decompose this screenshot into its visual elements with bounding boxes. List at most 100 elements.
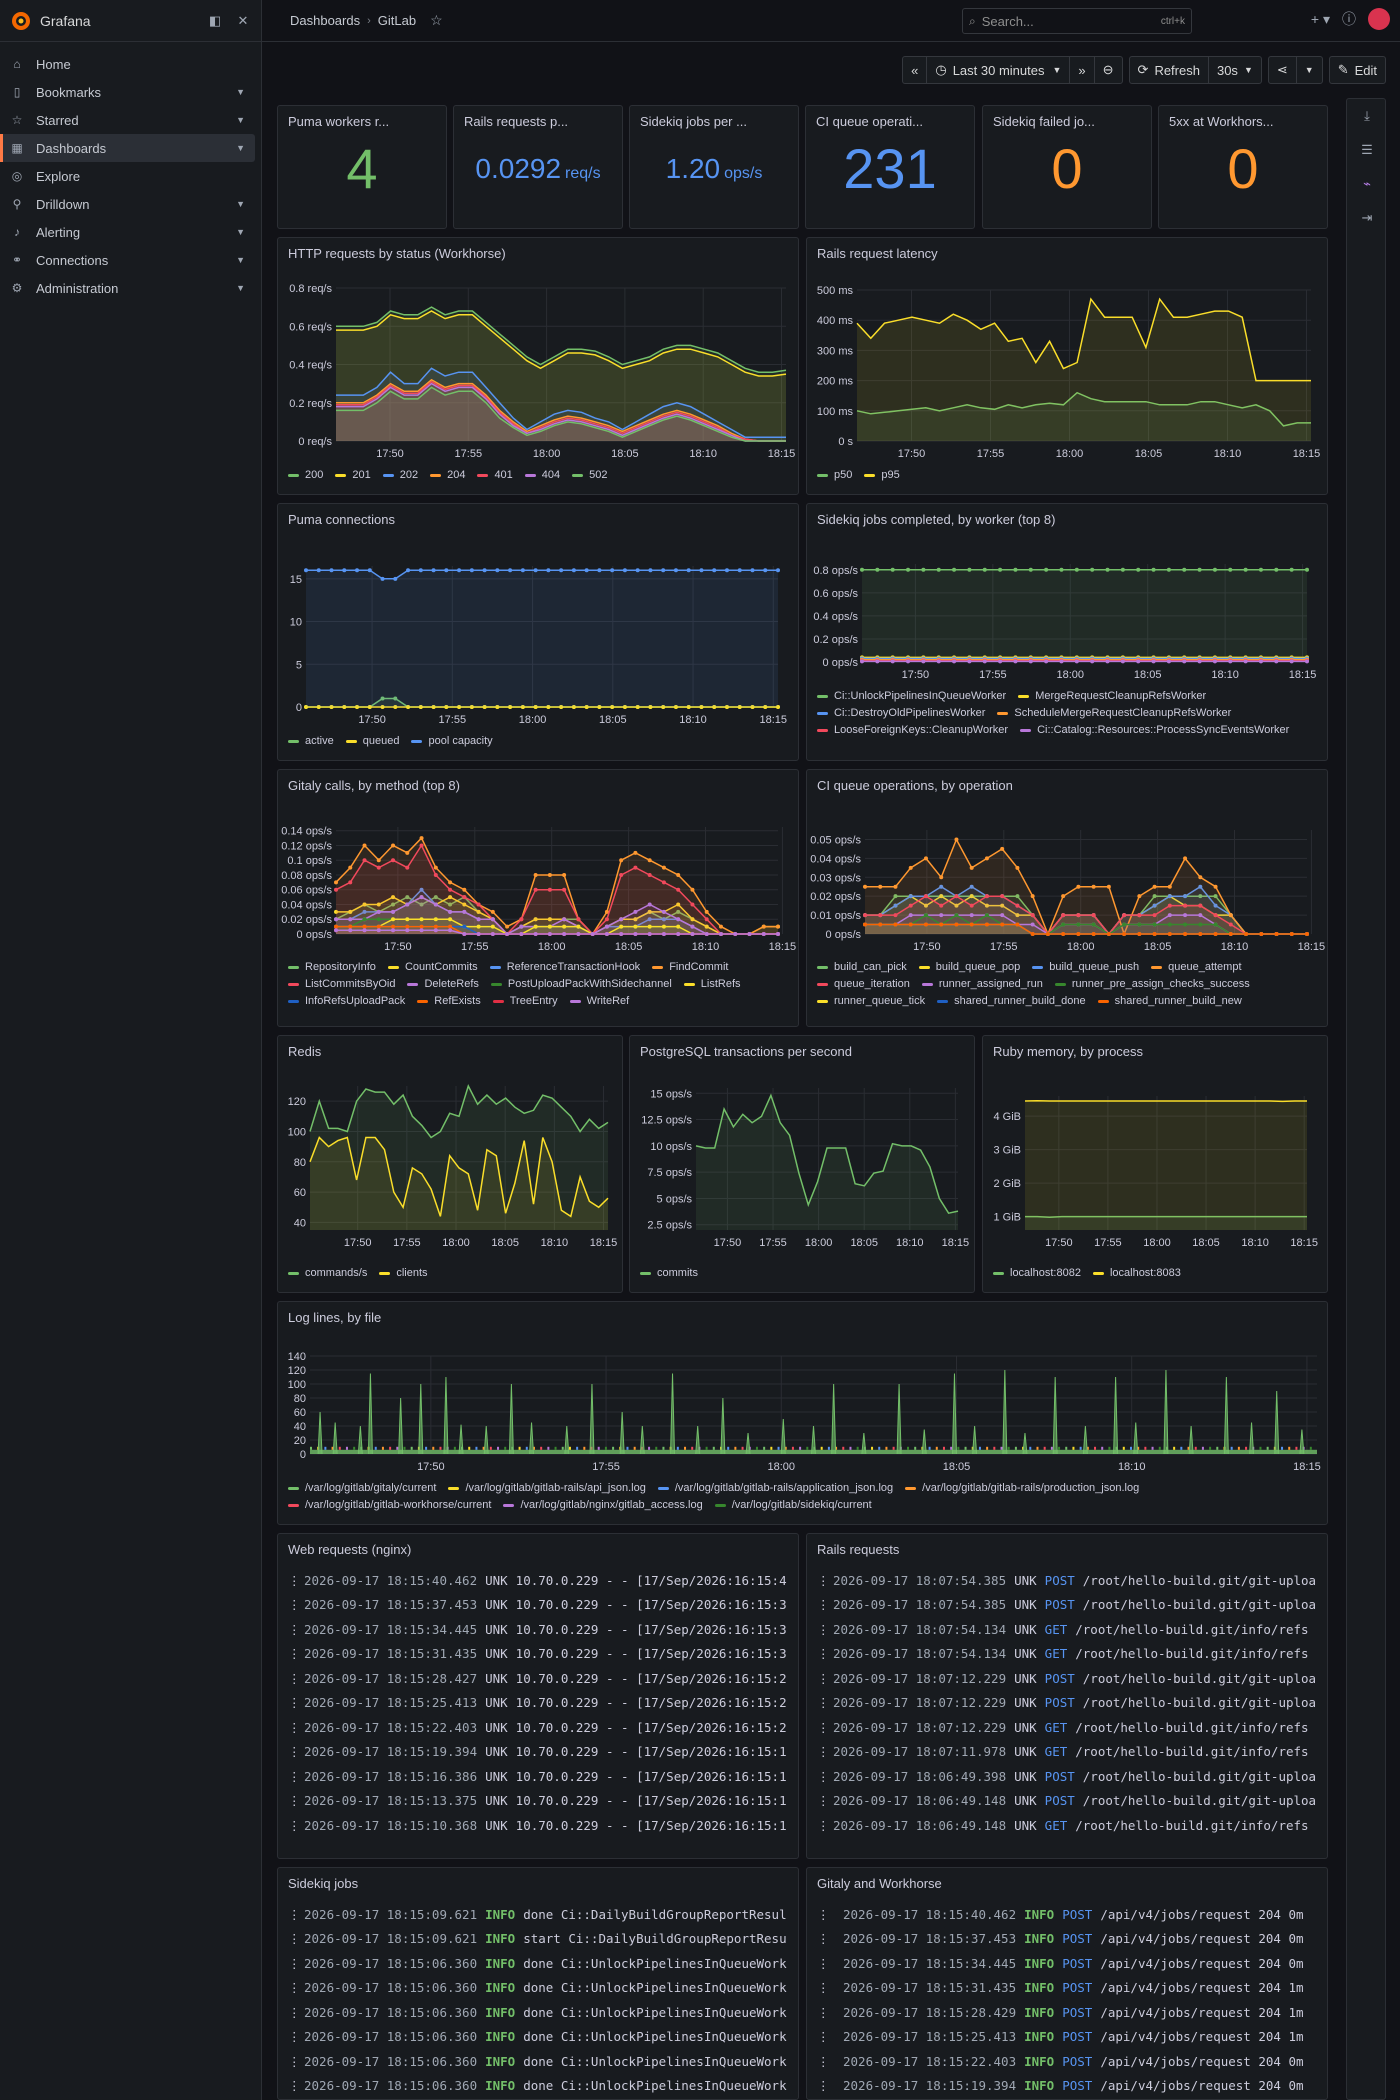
legend-item[interactable]: queue_iteration [817,978,910,990]
legend-item[interactable]: build_can_pick [817,961,907,973]
help-icon[interactable]: ⓘ [1342,11,1356,27]
log-line[interactable]: ⋮ 2026-09-17 18:15:34.445 INFO POST/api/v4/… [817,1951,1327,1976]
log-line[interactable]: ⋮ 2026-09-17 18:07:12.229 UNK GET/root/hell… [817,1715,1327,1740]
legend-item[interactable]: runner_pre_assign_checks_success [1054,978,1250,990]
time-range-picker[interactable]: ◷ Last 30 minutes ▼ [927,57,1071,83]
log-line[interactable]: ⋮ 2026-09-17 18:07:54.385 UNK POST/root/hel… [817,1593,1327,1618]
log-line[interactable]: ⋮ 2026-09-17 18:15:09.621 INFO start Ci::Da… [288,1927,798,1952]
log-line[interactable]: ⋮ 2026-09-17 18:07:11.978 UNK GET/root/hell… [817,1740,1327,1765]
legend-item[interactable]: p95 [864,469,900,481]
nav-item-bookmarks[interactable]: ▯ Bookmarks ▼ [0,78,255,106]
legend-item[interactable]: ListRefs [683,978,741,990]
grafana-logo-icon[interactable] [10,10,32,32]
zoom-out-button[interactable]: ⊖ [1102,62,1114,77]
legend-item[interactable]: commands/s [288,1267,367,1279]
legend-item[interactable]: active [288,735,334,747]
legend-item[interactable]: CountCommits [387,961,478,973]
log-line[interactable]: ⋮ 2026-09-17 18:15:13.375 UNK 10.70.0.229 -… [288,1789,798,1814]
legend-item[interactable]: TreeEntry [492,995,558,1007]
legend-item[interactable]: WriteRef [569,995,629,1007]
log-line[interactable]: ⋮ 2026-09-17 18:15:40.462 INFO POST/api/v4/… [817,1902,1327,1927]
legend-item[interactable]: DeleteRefs [407,978,479,990]
legend-item[interactable]: Ci::DestroyOldPipelinesWorker [817,707,985,719]
nav-item-administration[interactable]: ⚙ Administration ▼ [0,274,255,302]
legend-item[interactable]: Ci::UnlockPipelinesInQueueWorker [817,690,1006,702]
legend-item[interactable]: localhost:8083 [1092,1267,1181,1279]
share-button[interactable]: ⋖ [1269,57,1297,83]
log-line[interactable]: ⋮ 2026-09-17 18:15:09.621 INFO done Ci::Dai… [288,1902,798,1927]
legend-item[interactable]: MergeRequestCleanupRefsWorker [1018,690,1206,702]
log-line[interactable]: ⋮ 2026-09-17 18:15:19.394 INFO POST/api/v4/… [817,2074,1327,2099]
search-input[interactable]: ⌕ Search... ctrl+k [962,8,1192,34]
legend-item[interactable]: ScheduleMergeRequestCleanupRefsWorker [997,707,1231,719]
legend-item[interactable]: build_queue_push [1032,961,1139,973]
log-line[interactable]: ⋮ 2026-09-17 18:15:34.445 UNK 10.70.0.229 -… [288,1617,798,1642]
export-icon[interactable]: ⤓ [1364,108,1370,123]
avatar[interactable] [1368,8,1390,30]
log-line[interactable]: ⋮ 2026-09-17 18:15:06.360 INFO done Ci::Unl… [288,2049,798,2074]
log-line[interactable]: ⋮ 2026-09-17 18:15:31.435 INFO POST/api/v4/… [817,1976,1327,2001]
legend-item[interactable]: 401 [477,469,513,481]
star-icon[interactable]: ☆ [430,12,443,28]
legend-item[interactable]: shared_runner_build_new [1097,995,1242,1007]
legend-item[interactable]: p50 [817,469,852,481]
nav-item-explore[interactable]: ◎ Explore [0,162,255,190]
close-menu-icon[interactable]: ✕ [237,12,249,28]
refresh-interval-picker[interactable]: 30s ▼ [1209,57,1261,83]
legend-item[interactable]: /var/log/gitlab/gitlab-rails/application… [657,1482,893,1494]
legend-item[interactable]: RefExists [417,995,481,1007]
log-line[interactable]: ⋮ 2026-09-17 18:07:12.229 UNK POST/root/hel… [817,1666,1327,1691]
legend-item[interactable]: PostUploadPackWithSidechannel [490,978,672,990]
log-line[interactable]: ⋮ 2026-09-17 18:15:22.403 INFO POST/api/v4/… [817,2049,1327,2074]
legend-item[interactable]: 204 [430,469,465,481]
legend-item[interactable]: /var/log/gitlab/gitlab-workhorse/current [288,1499,491,1511]
legend-item[interactable]: clients [379,1267,428,1279]
nav-item-connections[interactable]: ⚭ Connections ▼ [0,246,255,274]
time-back-button[interactable]: « [903,57,928,83]
log-line[interactable]: ⋮ 2026-09-17 18:15:28.429 INFO POST/api/v4/… [817,2000,1327,2025]
nav-item-drilldown[interactable]: ⚲ Drilldown ▼ [0,190,255,218]
legend-item[interactable]: 201 [335,469,371,481]
log-line[interactable]: ⋮ 2026-09-17 18:15:37.453 UNK 10.70.0.229 -… [288,1593,798,1618]
legend-item[interactable]: LooseForeignKeys::CleanupWorker [817,724,1008,736]
log-line[interactable]: ⋮ 2026-09-17 18:15:06.360 INFO done Ci::Unl… [288,2074,798,2099]
log-line[interactable]: ⋮ 2026-09-17 18:15:40.462 UNK 10.70.0.229 -… [288,1568,798,1593]
log-line[interactable]: ⋮ 2026-09-17 18:07:54.134 UNK GET/root/hell… [817,1617,1327,1642]
legend-item[interactable]: ListCommitsByOid [288,978,395,990]
nav-item-alerting[interactable]: ♪ Alerting ▼ [0,218,255,246]
outline-icon[interactable]: ☰ [1361,142,1373,157]
legend-item[interactable]: runner_assigned_run [921,978,1043,990]
log-line[interactable]: ⋮ 2026-09-17 18:15:10.368 UNK 10.70.0.229 -… [288,1813,798,1838]
legend-item[interactable]: queue_attempt [1151,961,1242,973]
legend-item[interactable]: /var/log/gitlab/sidekiq/current [714,1499,872,1511]
nav-item-home[interactable]: ⌂ Home [0,50,255,78]
legend-item[interactable]: 202 [382,469,418,481]
add-icon[interactable]: + ▾ [1310,10,1330,27]
log-line[interactable]: ⋮ 2026-09-17 18:15:31.435 UNK 10.70.0.229 -… [288,1642,798,1667]
legend-item[interactable]: runner_queue_tick [817,995,925,1007]
legend-item[interactable]: pool capacity [411,735,493,747]
refresh-button[interactable]: ⟳ Refresh [1130,57,1209,83]
legend-item[interactable]: FindCommit [652,961,728,973]
legend-item[interactable]: /var/log/gitlab/gitaly/current [288,1482,436,1494]
legend-item[interactable]: localhost:8082 [993,1267,1081,1279]
legend-item[interactable]: 200 [288,469,323,481]
log-line[interactable]: ⋮ 2026-09-17 18:15:06.360 INFO done Ci::Unl… [288,1976,798,2001]
legend-item[interactable]: shared_runner_build_done [937,995,1086,1007]
log-line[interactable]: ⋮ 2026-09-17 18:06:49.398 UNK POST/root/hel… [817,1764,1327,1789]
log-line[interactable]: ⋮ 2026-09-17 18:15:37.453 INFO POST/api/v4/… [817,1927,1327,1952]
log-line[interactable]: ⋮ 2026-09-17 18:15:25.413 INFO POST/api/v4/… [817,2025,1327,2050]
log-line[interactable]: ⋮ 2026-09-17 18:15:19.394 UNK 10.70.0.229 -… [288,1740,798,1765]
share-menu-button[interactable]: ▼ [1297,57,1322,83]
legend-item[interactable]: RepositoryInfo [288,961,376,973]
insights-icon[interactable]: ⌁ [1363,176,1371,191]
log-line[interactable]: ⋮ 2026-09-17 18:15:06.360 INFO done Ci::Unl… [288,2000,798,2025]
legend-item[interactable]: Ci::Catalog::Resources::ProcessSyncEvent… [1020,724,1289,736]
collapse-rail-icon[interactable]: ⇥ [1361,210,1373,225]
log-line[interactable]: ⋮ 2026-09-17 18:15:22.403 UNK 10.70.0.229 -… [288,1715,798,1740]
legend-item[interactable]: build_queue_pop [918,961,1020,973]
legend-item[interactable]: commits [640,1267,698,1279]
log-line[interactable]: ⋮ 2026-09-17 18:15:06.360 INFO done Ci::Unl… [288,1951,798,1976]
legend-item[interactable]: /var/log/gitlab/gitlab-rails/api_json.lo… [448,1482,646,1494]
time-forward-button[interactable]: » [1070,57,1095,83]
